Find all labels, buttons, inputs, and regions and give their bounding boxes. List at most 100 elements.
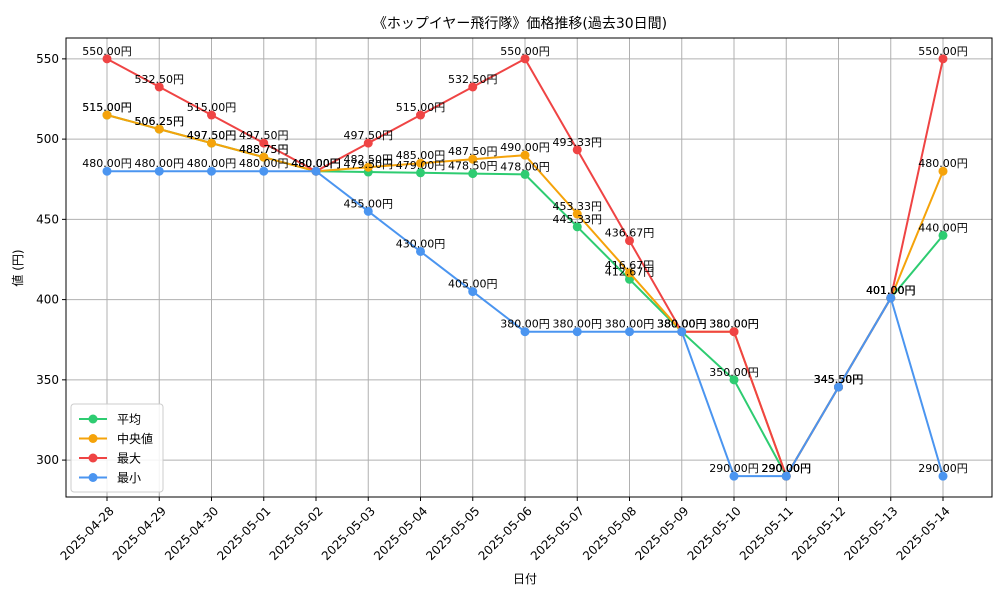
- data-point: [834, 382, 843, 392]
- x-tick-label: 2025-05-06: [476, 504, 535, 563]
- legend-swatch-marker: [88, 473, 98, 482]
- data-label: 482.50円: [344, 153, 394, 166]
- data-point: [468, 169, 478, 179]
- legend-entry: 中央値: [117, 431, 153, 446]
- data-label: 550.00円: [918, 45, 968, 58]
- data-label: 436.67円: [605, 227, 655, 240]
- data-label: 488.75円: [239, 143, 289, 156]
- data-label: 497.50円: [239, 129, 289, 142]
- data-point: [468, 287, 478, 297]
- data-point: [416, 110, 425, 120]
- data-label: 515.00円: [82, 101, 132, 114]
- data-point: [468, 82, 478, 92]
- x-tick-label: 2025-04-29: [110, 504, 169, 563]
- plot-frame: [65, 37, 993, 498]
- data-point: [938, 471, 948, 481]
- data-label: 532.50円: [135, 73, 185, 86]
- data-label: 380.00円: [657, 318, 707, 331]
- x-tick-label: 2025-05-02: [267, 504, 326, 563]
- data-label: 380.00円: [709, 318, 759, 331]
- data-point: [207, 166, 216, 176]
- data-point: [520, 54, 530, 64]
- data-label: 401.00円: [866, 284, 916, 297]
- data-label: 401.00円: [866, 284, 916, 297]
- data-point: [625, 236, 634, 246]
- y-tick-label: 400: [36, 293, 59, 307]
- x-tick-label: 2025-05-12: [789, 504, 848, 563]
- data-label: 480.00円: [239, 157, 289, 170]
- data-point: [729, 375, 739, 385]
- y-axis-label: 値 (円): [10, 249, 25, 286]
- data-point: [102, 110, 112, 120]
- data-label: 488.75円: [239, 143, 289, 156]
- data-label: 416.67円: [605, 259, 655, 272]
- y-tick-label: 550: [36, 52, 59, 66]
- x-tick-label: 2025-05-08: [580, 504, 639, 563]
- data-point: [938, 54, 948, 64]
- data-label: 380.00円: [605, 318, 655, 331]
- data-point: [520, 327, 530, 337]
- data-label: 480.00円: [291, 157, 341, 170]
- legend-entry: 平均: [117, 413, 141, 427]
- x-tick-label: 2025-05-04: [371, 504, 430, 563]
- data-label: 478.50円: [448, 160, 498, 173]
- y-tick-label: 350: [36, 373, 59, 387]
- data-label: 480.00円: [187, 157, 237, 170]
- data-label: 478.00円: [500, 160, 550, 173]
- legend-entry: 最大: [117, 452, 141, 466]
- data-label: 532.50円: [448, 73, 498, 86]
- data-point: [416, 168, 425, 178]
- data-label: 485.00円: [396, 149, 446, 162]
- data-label: 380.00円: [657, 318, 707, 331]
- x-tick-label: 2025-05-03: [319, 504, 378, 563]
- data-point: [207, 110, 216, 120]
- data-label: 290.00円: [762, 462, 812, 475]
- legend-swatch-marker: [88, 434, 98, 443]
- data-point: [572, 327, 582, 337]
- data-point: [259, 152, 269, 162]
- data-label: 497.50円: [344, 129, 394, 142]
- legend-swatch-marker: [88, 453, 98, 463]
- data-point: [259, 166, 269, 176]
- x-tick-label: 2025-05-09: [632, 504, 691, 563]
- data-label: 480.00円: [135, 157, 185, 170]
- data-label: 480.00円: [291, 157, 341, 170]
- data-label: 493.33円: [553, 136, 603, 149]
- data-point: [677, 327, 687, 337]
- data-point: [154, 82, 164, 92]
- data-point: [311, 166, 321, 176]
- y-tick-label: 450: [36, 212, 59, 226]
- data-label: 430.00円: [396, 237, 446, 250]
- data-label: 412.67円: [605, 265, 655, 278]
- data-label: 290.00円: [709, 462, 759, 475]
- data-point: [520, 150, 530, 160]
- data-label: 350.00円: [709, 366, 759, 379]
- data-label: 480.00円: [918, 157, 968, 170]
- data-label: 345.50円: [814, 373, 864, 386]
- data-point: [729, 471, 739, 481]
- data-label: 380.00円: [500, 318, 550, 331]
- data-point: [729, 327, 739, 337]
- x-tick-label: 2025-05-01: [214, 504, 273, 563]
- data-label: 380.00円: [657, 318, 707, 331]
- data-point: [886, 293, 896, 303]
- data-point: [938, 230, 948, 240]
- data-label: 479.50円: [344, 158, 394, 171]
- legend-swatch-marker: [88, 414, 98, 424]
- data-label: 401.00円: [866, 284, 916, 297]
- data-label: 440.00円: [918, 221, 968, 234]
- data-point: [520, 169, 530, 179]
- data-point: [572, 145, 582, 155]
- data-point: [625, 327, 634, 337]
- data-label: 345.50円: [814, 373, 864, 386]
- data-label: 345.50円: [814, 373, 864, 386]
- data-point: [207, 138, 216, 148]
- data-point: [154, 166, 164, 176]
- data-label: 290.00円: [762, 462, 812, 475]
- data-label: 497.50円: [187, 129, 237, 142]
- x-tick-label: 2025-05-11: [737, 504, 796, 563]
- data-label: 453.33円: [553, 200, 603, 213]
